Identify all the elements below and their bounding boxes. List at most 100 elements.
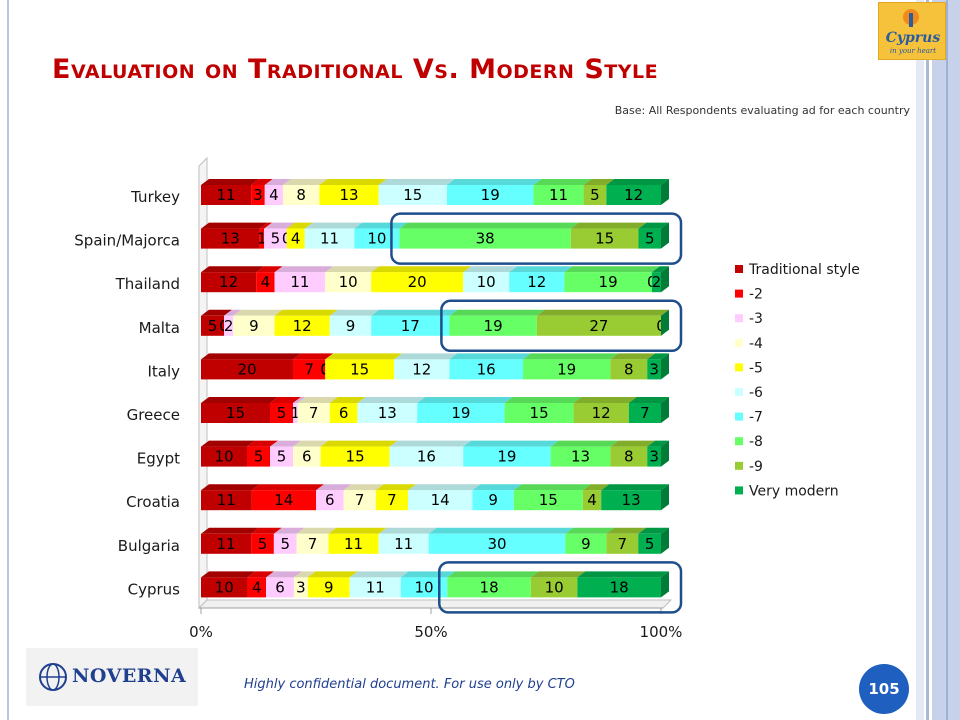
data-label: 5 [258,535,268,553]
bar-top-face [582,484,610,491]
bar-segment-malta-3 [224,315,234,336]
bar-segment-cyprus-7 [400,577,448,598]
data-label: 7 [309,404,319,422]
data-label: 38 [476,230,495,248]
data-label: 7 [387,491,397,509]
bar-top-face [201,309,232,316]
bar-segment-bulgaria-very-modern [638,533,661,554]
bar-segment-thailand-traditional-style [201,272,257,293]
data-label: 5 [280,535,290,553]
bar-segment-italy-5 [325,359,395,380]
data-label: 19 [451,404,470,422]
data-label: 13 [339,186,358,204]
bar-top-face [319,179,387,185]
bar-segment-malta-traditional-style [201,315,224,336]
bar-segment-turkey-6 [378,185,447,205]
bar-end-face [661,309,669,336]
bar-top-face [316,484,352,491]
bar-segment-croatia-2 [251,490,316,511]
bar-top-face [610,353,656,360]
data-label: 14 [431,491,450,509]
bar-segment-spain-majorca-7 [354,228,400,249]
bar-segment-turkey-8 [533,185,584,205]
bar-top-face [449,309,545,316]
data-label: 9 [346,317,356,335]
bar-end-face [661,353,669,380]
bar-top-face [573,397,637,403]
data-label: 5 [254,448,264,466]
bar-top-face [270,440,301,447]
bar-top-face [349,571,409,578]
bar-top-face [274,266,334,273]
bar-segment-thailand-7 [509,272,565,293]
data-label: 1 [257,230,267,248]
data-label: 2 [224,317,234,335]
bar-top-face [293,440,329,447]
bar-segment-cyprus-5 [307,577,350,598]
bar-segment-bulgaria-9 [606,533,639,554]
data-label: 5 [645,535,655,553]
bar-top-face [513,484,591,491]
bar-top-face [400,571,456,578]
bar-top-face [296,527,337,534]
data-label: 16 [417,448,436,466]
bar-segment-greece-5 [329,403,358,423]
bar-top-face [523,353,619,360]
data-label: 15 [403,186,422,204]
legend-label-9: -9 [749,459,763,475]
data-label: 13 [221,230,240,248]
legend-label-4: -4 [749,336,763,352]
data-label: 12 [412,360,431,378]
bar-end-face [661,571,669,598]
legend-swatch-3 [735,314,743,323]
slide-title: Evaluation on Traditional Vs. Modern Sty… [52,54,659,85]
bar-top-face [638,527,669,534]
data-label: 13 [622,491,641,509]
bar-top-face [320,440,398,447]
bar-top-face [371,266,472,273]
legend-swatch-5 [735,363,743,372]
plot-floor [197,599,673,609]
bar-segment-malta-5 [274,315,330,336]
x-tick-label: 0% [189,623,213,641]
data-label: 4 [252,578,262,596]
bar-top-face [251,527,282,534]
bar-segment-egypt-8 [550,446,611,467]
bar-top-face [273,527,305,534]
data-label: 2 [652,273,662,291]
bar-top-face [201,353,301,360]
highlight-box-spain-majorca [390,212,683,265]
bar-top-face [449,353,531,360]
bar-end-face [661,484,669,511]
bar-end-face [661,179,669,205]
bar-top-face [610,440,656,447]
data-label: 4 [587,491,597,509]
figure-icon [909,13,913,27]
data-label: 19 [484,317,503,335]
x-tick-label: 100% [640,623,683,641]
legend-label-very-modern: Very modern [749,483,839,499]
data-label: 11 [217,186,236,204]
data-label: 5 [271,230,281,248]
category-label-cyprus: Cyprus [128,580,181,598]
bar-top-face [447,571,539,578]
bar-top-face [446,179,542,185]
bar-segment-greece-traditional-style [201,403,270,423]
bar-top-face [463,440,559,447]
legend-swatch-8 [735,437,743,446]
bar-segment-cyprus-8 [447,577,531,598]
data-label: 5 [277,448,287,466]
bar-top-face [247,440,278,447]
x-tick-label: 50% [414,623,447,641]
category-label-italy: Italy [147,362,180,380]
data-label: 10 [367,230,386,248]
bar-top-face [606,527,647,534]
data-label: 5 [590,186,600,204]
bar-segment-bulgaria-5 [328,533,379,554]
data-label: 11 [344,535,363,553]
bar-segment-thailand-2 [256,272,275,293]
bar-segment-croatia-8 [513,490,583,511]
bar-top-face [328,527,387,534]
bar-top-face [399,222,579,229]
legend-label-5: -5 [749,360,763,376]
